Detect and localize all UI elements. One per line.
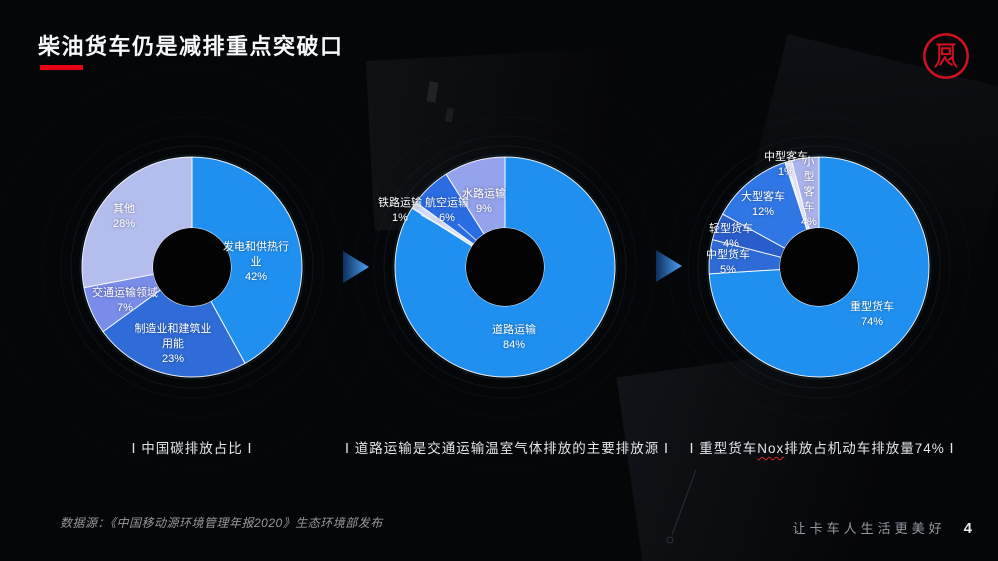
label-leader-line	[457, 223, 477, 241]
chart3-caption: Ⅰ 重型货车Nox排放占机动车排放量74% Ⅰ	[689, 437, 954, 457]
slice-label: 水路运输 9%	[462, 188, 506, 215]
radar-ring	[41, 116, 343, 418]
donut-slice	[411, 201, 474, 247]
brand-seal-logo-icon	[923, 33, 969, 79]
caption-segment: Ⅰ 中国碳排放占比 Ⅰ	[131, 441, 253, 456]
slice-label: 发电和供热行业 42%	[223, 240, 289, 283]
title-accent-bar	[40, 65, 83, 70]
radar-ring	[70, 145, 314, 389]
radar-ring	[697, 145, 941, 389]
brand-slogan: 让卡车人生活更美好	[792, 521, 946, 536]
slice-label: 轻型货车 4%	[709, 223, 753, 250]
donut-slice	[191, 156, 303, 364]
slice-label: 中型货车 5%	[706, 249, 750, 276]
donut-slice	[711, 213, 786, 258]
background-truck-spot	[444, 107, 455, 123]
caption-segment: Nox	[757, 441, 785, 456]
donut-slice	[722, 161, 808, 249]
radar-ring	[354, 116, 656, 418]
donut-slice	[784, 159, 810, 231]
donut-slice	[791, 156, 820, 230]
slice-label: 道路运输 84%	[492, 324, 536, 351]
background-truck-spot	[520, 178, 532, 184]
slice-label: 其他 28%	[112, 203, 136, 230]
radar-ring	[60, 135, 324, 399]
radar-ring	[0, 66, 393, 468]
slice-label: 中型客车 1%	[764, 151, 808, 178]
slice-label: 大型客车 12%	[741, 191, 785, 218]
donut-slice	[83, 273, 161, 333]
donut-slice	[415, 173, 485, 245]
page-number: 4	[963, 520, 972, 537]
radar-ring	[668, 116, 970, 418]
donut-slice	[708, 239, 782, 275]
donut-slice	[394, 156, 616, 378]
caption-segment: Ⅰ 重型货车	[689, 441, 758, 456]
slice-label: 航空运输 6%	[425, 197, 469, 224]
donut-slice	[708, 156, 930, 378]
caption-segment: Ⅰ 道路运输是交通运输温室气体排放的主要排放源 Ⅰ	[345, 441, 669, 456]
slice-label: 铁路运输 1%	[378, 197, 422, 224]
slice-label: 小型客车 4%	[801, 155, 817, 228]
decor-line	[671, 469, 697, 536]
background-truck-spot	[426, 81, 439, 103]
footer: 让卡车人生活更美好 4	[793, 518, 972, 537]
chart2-caption: Ⅰ 道路运输是交通运输温室气体排放的主要排放源 Ⅰ	[345, 437, 669, 457]
donut-hole	[466, 228, 544, 306]
radar-ring	[79, 154, 305, 380]
page-title: 柴油货车仍是减排重点突破口	[38, 34, 344, 59]
radar-ring	[706, 154, 932, 380]
radar-ring	[383, 145, 627, 389]
slice-label: 制造业和建筑业用能 23%	[134, 322, 212, 365]
decor-dot	[666, 536, 674, 544]
radar-ring	[687, 135, 951, 399]
label-leader-line	[420, 214, 471, 243]
radar-ring	[373, 135, 637, 399]
chart1-caption: Ⅰ 中国碳排放占比 Ⅰ	[132, 437, 253, 457]
background-photo-band	[365, 43, 715, 231]
next-arrow-icon	[343, 251, 369, 283]
next-arrow-icon	[656, 250, 682, 282]
donut-slice	[81, 156, 193, 289]
label-leader-line	[790, 175, 800, 203]
data-source-note: 数据源：《中国移动源环境管理年报2020》生态环境部发布	[60, 516, 383, 530]
slice-label: 交通运输领域 7%	[92, 287, 158, 314]
slice-label: 重型货车 74%	[850, 301, 894, 328]
donut-hole	[153, 228, 231, 306]
radar-ring	[392, 154, 618, 380]
donut-slice	[445, 156, 506, 235]
donut-slice	[102, 289, 246, 378]
caption-segment: 排放占机动车排放量74% Ⅰ	[784, 441, 955, 456]
donut-hole	[780, 228, 858, 306]
